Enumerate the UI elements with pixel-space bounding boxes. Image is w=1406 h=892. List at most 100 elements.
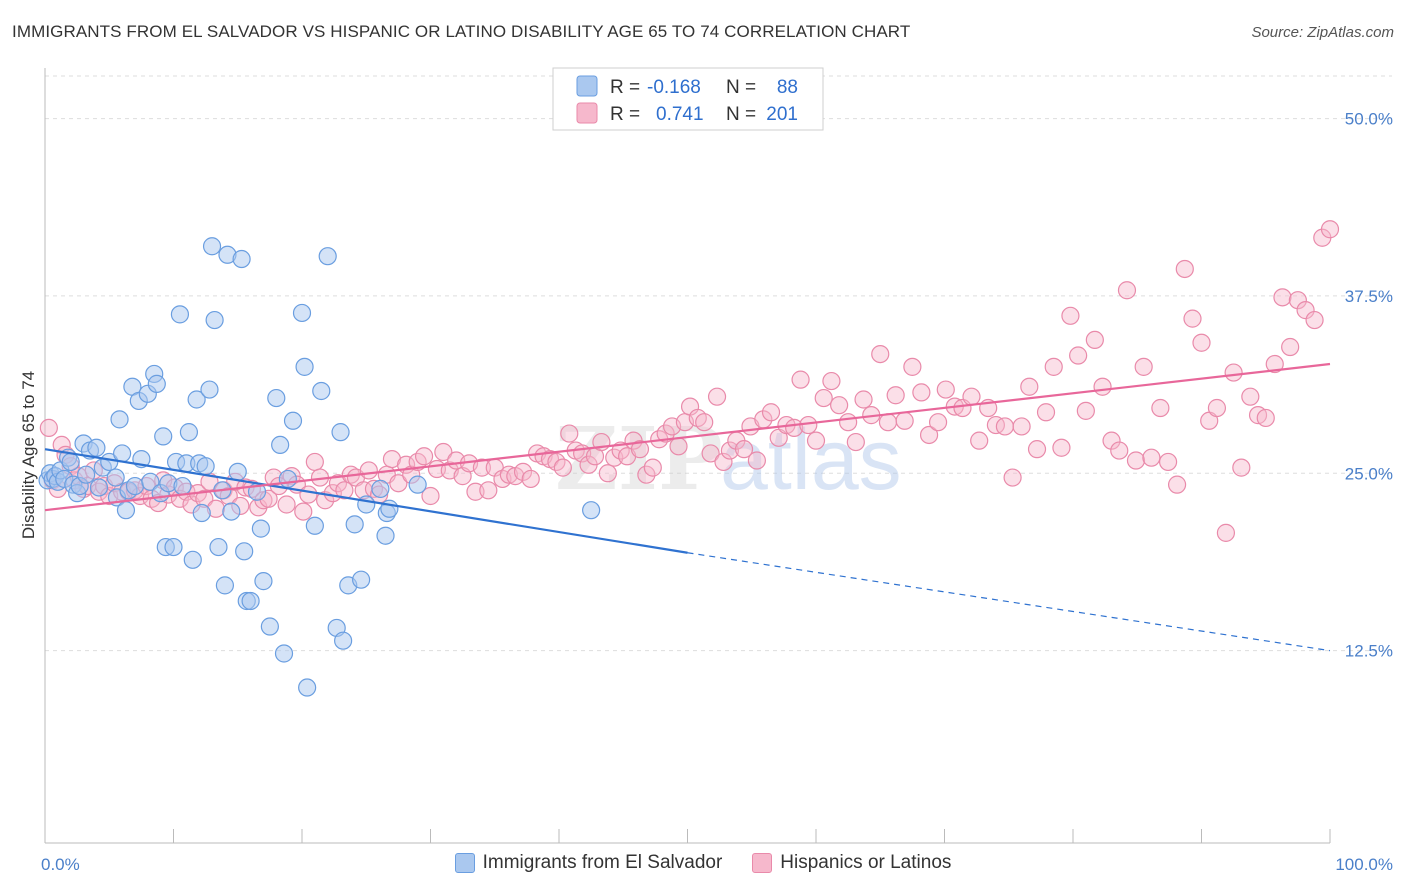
axes [44, 68, 1331, 844]
legend-box: R = -0.168 N = 88 R = 0.741 N = 201 [552, 67, 824, 131]
point-hispanics [720, 441, 740, 460]
point-hispanics [560, 424, 579, 443]
point-el-salvador [116, 501, 136, 520]
point-el-salvador [222, 502, 241, 521]
point-hispanics [1093, 377, 1112, 396]
point-el-salvador [89, 478, 109, 497]
point-el-salvador [582, 501, 601, 520]
bottom-legend-label-el-salvador: Immigrants from El Salvador [482, 852, 723, 873]
point-hispanics [421, 486, 440, 506]
point-hispanics [1265, 354, 1284, 374]
point-hispanics [1003, 468, 1022, 487]
point-el-salvador [241, 591, 260, 611]
point-el-salvador [292, 303, 312, 323]
point-hispanics [630, 440, 650, 459]
y-axis-title: Disability Age 65 to 74 [19, 371, 38, 539]
point-hispanics [895, 411, 914, 430]
point-el-salvador [141, 472, 160, 491]
point-hispanics [1012, 417, 1031, 436]
point-el-salvador [345, 515, 364, 534]
point-hispanics [1256, 408, 1275, 428]
point-hispanics [878, 413, 898, 432]
point-hispanics [701, 444, 720, 463]
point-el-salvador [192, 503, 211, 523]
trend-lines [44, 362, 1331, 652]
point-el-salvador [232, 249, 251, 269]
point-hispanics [1061, 306, 1080, 325]
point-hispanics [1216, 523, 1236, 542]
point-hispanics [299, 485, 318, 504]
trend-line-el-salvador-extension [687, 552, 1331, 652]
point-el-salvador [295, 357, 314, 376]
point-hispanics [871, 344, 890, 364]
point-hispanics [1110, 441, 1129, 460]
point-el-salvador [274, 644, 294, 663]
point-hispanics [903, 357, 922, 376]
point-hispanics [1320, 220, 1340, 239]
point-hispanics [669, 437, 688, 456]
point-el-salvador [318, 247, 337, 266]
point-el-salvador [260, 617, 279, 636]
point-hispanics [1126, 451, 1146, 470]
legend-r-label-pink: R = [610, 104, 640, 125]
point-hispanics [761, 403, 781, 422]
point-el-salvador [251, 519, 270, 538]
point-el-salvador [147, 374, 166, 393]
point-hispanics [695, 413, 714, 432]
point-hispanics [1151, 398, 1170, 418]
source-credit: Source: ZipAtlas.com [1251, 24, 1394, 41]
point-hispanics [1069, 346, 1088, 365]
x-tick-label: 0.0% [41, 855, 80, 874]
point-hispanics [747, 451, 766, 470]
watermark-atlas: atlas [720, 412, 902, 508]
point-el-salvador [164, 537, 183, 557]
point-hispanics [305, 452, 324, 472]
point-hispanics [39, 418, 58, 437]
trend-line-hispanics [44, 362, 1331, 512]
point-hispanics [1142, 448, 1161, 467]
point-hispanics [986, 415, 1006, 435]
point-el-salvador [196, 457, 215, 476]
point-hispanics [886, 386, 905, 405]
bottom-legend-item-el-salvador: Immigrants from El Salvador [454, 852, 723, 874]
point-hispanics [734, 440, 754, 459]
point-hispanics [328, 474, 348, 493]
point-hispanics [499, 465, 518, 484]
point-el-salvador [183, 550, 202, 569]
point-el-salvador [173, 476, 192, 496]
point-el-salvador [106, 468, 125, 487]
point-hispanics [1036, 403, 1056, 422]
point-hispanics [1232, 458, 1251, 477]
point-el-salvador [408, 475, 427, 494]
point-el-salvador [112, 444, 132, 463]
point-hispanics [714, 452, 733, 472]
legend-r-label-blue: R = [610, 77, 640, 98]
bottom-legend: Immigrants from El Salvador Hispanics or… [0, 852, 1406, 874]
point-hispanics [1183, 309, 1202, 328]
point-hispanics [1296, 301, 1315, 320]
legend-r-value-blue: -0.168 [647, 77, 701, 98]
point-hispanics [389, 474, 408, 493]
point-hispanics [995, 417, 1014, 436]
point-hispanics [277, 495, 296, 514]
point-hispanics [1175, 259, 1194, 279]
point-hispanics [854, 390, 873, 409]
point-hispanics [1158, 452, 1178, 472]
point-hispanics [1052, 438, 1071, 457]
point-hispanics [707, 387, 727, 406]
point-hispanics [1167, 475, 1187, 494]
point-hispanics [414, 447, 434, 466]
point-el-salvador [154, 427, 173, 446]
point-hispanics [1102, 431, 1121, 450]
point-hispanics [814, 388, 833, 408]
point-el-salvador [298, 678, 317, 697]
legend-swatch-blue [576, 75, 598, 97]
point-el-salvador [334, 631, 353, 650]
point-hispanics [1305, 310, 1324, 330]
point-hispanics [1076, 401, 1095, 420]
point-hispanics [598, 464, 617, 483]
point-hispanics [806, 431, 826, 450]
legend-n-value-blue: 88 [777, 77, 798, 98]
point-hispanics [1134, 357, 1153, 376]
bottom-legend-swatch-pink [752, 853, 773, 873]
